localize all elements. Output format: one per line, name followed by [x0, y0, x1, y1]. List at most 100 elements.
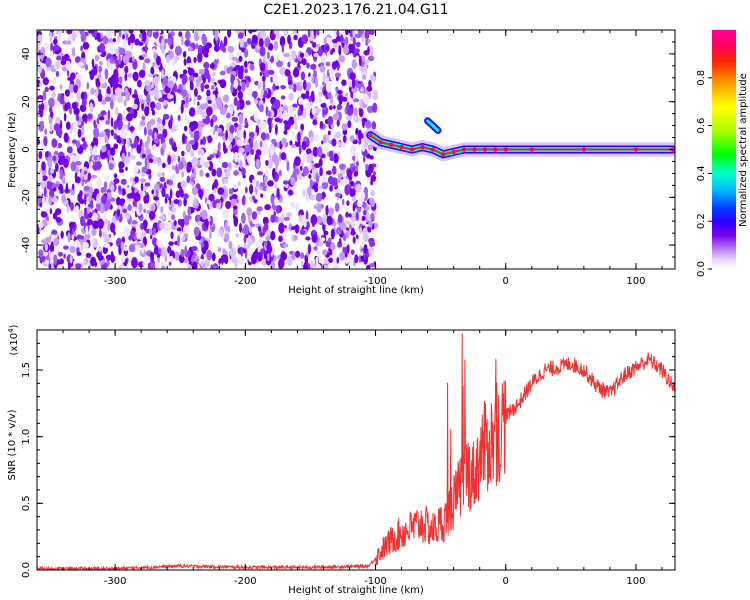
noise-speckle — [97, 93, 103, 102]
noise-speckle — [92, 212, 98, 222]
noise-speckle — [302, 189, 306, 197]
noise-speckle — [228, 188, 234, 195]
noise-speckle — [234, 126, 237, 133]
noise-speckle — [299, 165, 303, 171]
noise-speckle — [104, 128, 111, 135]
noise-speckle — [143, 221, 148, 232]
noise-speckle — [260, 132, 267, 141]
noise-speckle — [37, 60, 40, 66]
noise-speckle — [227, 45, 235, 53]
noise-speckle — [103, 242, 110, 248]
noise-speckle — [96, 32, 101, 41]
noise-speckle — [336, 105, 343, 110]
noise-speckle — [60, 230, 64, 239]
noise-speckle — [214, 179, 218, 189]
noise-speckle — [232, 138, 236, 147]
noise-speckle — [334, 60, 339, 68]
noise-speckle — [317, 185, 323, 190]
noise-speckle — [98, 65, 103, 74]
noise-speckle — [37, 172, 43, 184]
noise-speckle — [81, 98, 87, 107]
noise-speckle — [276, 60, 284, 68]
x-tick-label: -300 — [104, 576, 127, 587]
noise-speckle — [199, 169, 204, 177]
noise-speckle — [90, 161, 93, 167]
noise-speckle — [229, 250, 235, 258]
noise-speckle — [167, 199, 170, 208]
noise-speckle — [142, 261, 148, 266]
noise-speckle — [332, 30, 337, 38]
noise-speckle — [280, 152, 287, 161]
noise-speckle — [249, 131, 255, 138]
noise-speckle — [157, 172, 162, 178]
noise-speckle — [328, 257, 333, 263]
noise-speckle — [356, 200, 363, 208]
noise-speckle — [167, 210, 173, 217]
noise-speckle — [143, 191, 146, 197]
noise-speckle — [184, 39, 191, 47]
noise-speckle — [116, 138, 122, 144]
noise-speckle — [43, 186, 47, 198]
noise-speckle — [107, 149, 111, 157]
noise-speckle — [287, 34, 291, 45]
noise-speckle — [72, 139, 77, 144]
noise-speckle — [144, 106, 150, 117]
noise-speckle — [120, 178, 127, 185]
noise-speckle — [266, 184, 271, 193]
snr-x-ticks: -300 -200 -100 0 100 — [36, 330, 663, 587]
noise-speckle — [182, 225, 190, 236]
noise-speckle — [94, 91, 99, 97]
noise-speckle — [277, 137, 280, 143]
noise-speckle — [64, 89, 70, 97]
noise-speckle — [336, 119, 340, 127]
noise-speckle — [342, 135, 347, 143]
noise-speckle — [130, 42, 133, 50]
noise-speckle — [336, 256, 340, 264]
noise-speckle — [258, 226, 261, 232]
noise-speckle — [206, 106, 213, 117]
noise-speckle — [122, 246, 130, 252]
noise-speckle — [156, 238, 159, 247]
noise-speckle — [81, 137, 86, 142]
noise-speckle — [52, 76, 56, 86]
noise-speckle — [74, 205, 80, 214]
noise-speckle — [51, 197, 58, 203]
noise-speckle — [160, 47, 166, 54]
noise-speckle — [265, 61, 268, 71]
noise-speckle — [355, 41, 361, 48]
noise-speckle — [212, 90, 219, 95]
noise-speckle — [329, 249, 333, 255]
noise-speckle — [253, 99, 259, 105]
noise-speckle — [363, 160, 366, 168]
noise-speckle — [278, 169, 282, 177]
noise-speckle — [186, 175, 191, 184]
noise-speckle — [356, 161, 359, 167]
noise-speckle — [157, 157, 161, 163]
noise-speckle — [331, 138, 337, 147]
noise-speckle — [367, 105, 374, 114]
noise-speckle — [206, 89, 211, 97]
signal-point — [503, 147, 508, 152]
noise-speckle — [82, 42, 90, 50]
noise-speckle — [219, 70, 226, 76]
noise-speckle — [112, 95, 117, 102]
noise-speckle — [75, 102, 79, 108]
noise-speckle — [279, 35, 286, 47]
noise-speckle — [110, 99, 114, 110]
noise-speckle — [320, 103, 327, 108]
noise-speckle — [141, 115, 146, 121]
noise-speckle — [164, 223, 169, 234]
noise-speckle — [288, 80, 293, 86]
noise-speckle — [268, 123, 272, 134]
noise-speckle — [66, 30, 73, 35]
noise-speckle — [263, 222, 269, 233]
noise-speckle — [122, 54, 130, 64]
noise-speckle — [105, 199, 111, 210]
colorbar-ticks: 0.0 0.2 0.4 0.6 0.8 — [696, 70, 712, 277]
noise-speckle — [300, 260, 304, 267]
noise-speckle — [131, 257, 138, 269]
noise-speckle — [49, 85, 55, 91]
noise-speckle — [153, 30, 157, 33]
noise-speckle — [233, 170, 239, 176]
noise-speckle — [48, 97, 55, 108]
